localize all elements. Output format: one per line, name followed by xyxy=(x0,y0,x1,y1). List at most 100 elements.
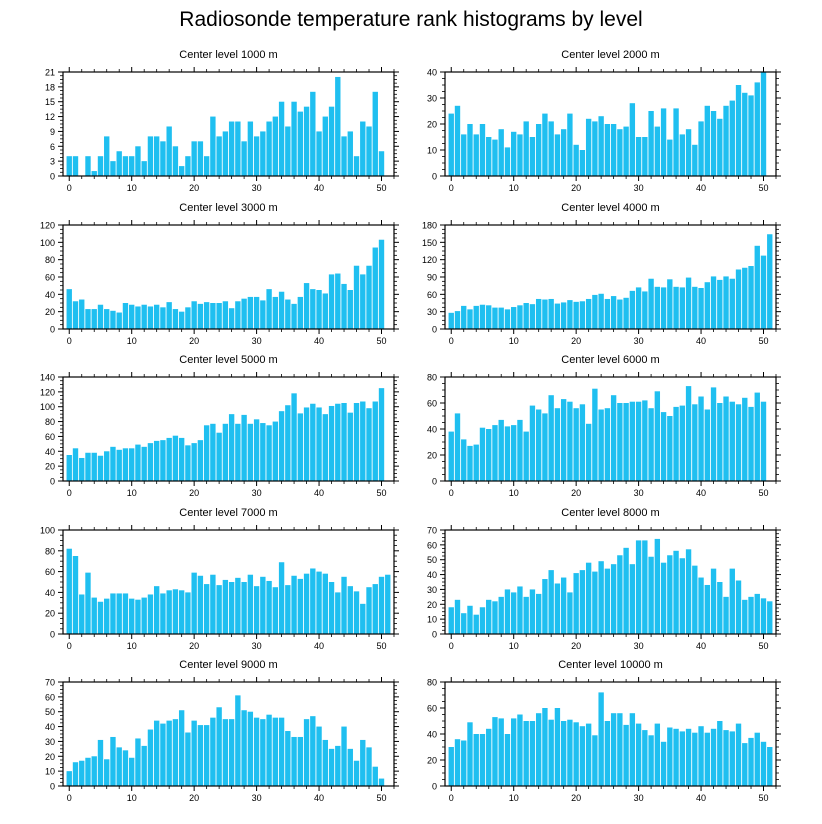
histogram-bar xyxy=(291,303,297,329)
histogram-bar xyxy=(353,403,360,481)
histogram-bar xyxy=(710,728,717,786)
histogram-bar xyxy=(617,713,623,786)
histogram-bar xyxy=(673,286,679,329)
histogram-bar xyxy=(623,297,629,329)
histogram-bar xyxy=(185,732,191,786)
histogram-bar xyxy=(623,403,629,481)
histogram-bar xyxy=(567,300,573,329)
histogram-bar xyxy=(253,136,260,176)
histogram-bar xyxy=(247,711,254,786)
x-tick-label: 40 xyxy=(696,183,706,193)
x-tick-label: 30 xyxy=(634,793,644,803)
histogram-bar xyxy=(172,146,179,176)
histogram-bar xyxy=(322,739,328,786)
histogram-bar xyxy=(448,312,454,329)
histogram-bar xyxy=(560,721,567,786)
histogram-bar xyxy=(692,732,698,786)
histogram-bar xyxy=(579,404,586,481)
histogram-bar xyxy=(623,126,629,176)
histogram-bar xyxy=(717,118,723,176)
histogram-bar xyxy=(91,309,97,329)
histogram-bar xyxy=(235,301,241,329)
histogram-bar xyxy=(216,707,222,786)
y-tick-label: 150 xyxy=(422,238,437,248)
histogram-bar xyxy=(322,573,328,634)
histogram-bar xyxy=(448,431,454,481)
histogram-bar xyxy=(679,134,686,176)
histogram-bar xyxy=(517,714,523,786)
x-tick-label: 0 xyxy=(67,641,72,651)
histogram-bar xyxy=(85,156,91,176)
histogram-bar xyxy=(216,432,222,481)
histogram-bar xyxy=(642,540,648,634)
histogram-bar xyxy=(210,717,216,786)
histogram-bar xyxy=(535,124,542,176)
histogram-bar xyxy=(548,570,554,634)
y-tick-label: 30 xyxy=(45,737,55,747)
histogram-bar xyxy=(723,276,729,329)
histogram-bar xyxy=(767,234,773,329)
histogram-bar xyxy=(642,730,648,786)
histogram-bar xyxy=(172,435,179,481)
histogram-bar xyxy=(278,717,285,786)
histogram-bar xyxy=(754,593,760,634)
histogram-bar xyxy=(604,721,611,786)
histogram-bar xyxy=(529,304,536,329)
histogram-bar xyxy=(247,574,254,634)
histogram-bar xyxy=(316,131,322,176)
histogram-bar xyxy=(573,573,579,634)
histogram-bar xyxy=(272,296,279,329)
histogram-bar xyxy=(585,562,592,634)
histogram-bar xyxy=(617,555,623,634)
histogram-bar xyxy=(486,599,492,634)
histogram-bar xyxy=(228,582,235,634)
y-tick-label: 20 xyxy=(45,462,55,472)
histogram-bar xyxy=(241,582,247,634)
histogram-bar xyxy=(203,725,210,786)
histogram-bar xyxy=(473,305,479,329)
x-tick-label: 0 xyxy=(449,488,454,498)
histogram-bar xyxy=(197,725,204,786)
x-tick-label: 20 xyxy=(189,488,199,498)
histogram-bar xyxy=(654,126,661,176)
histogram-bar xyxy=(629,564,636,634)
histogram-bar xyxy=(116,747,122,786)
histogram-bar xyxy=(253,419,260,481)
histogram-bar xyxy=(135,306,141,329)
histogram-bar xyxy=(185,445,191,481)
histogram-bar xyxy=(253,296,260,329)
histogram-bar xyxy=(260,719,266,786)
y-tick-label: 30 xyxy=(427,94,437,104)
histogram-bar xyxy=(316,290,322,329)
histogram-bar xyxy=(347,131,353,176)
histogram-bar xyxy=(548,395,554,481)
histogram-bar xyxy=(704,105,710,176)
histogram-bar xyxy=(66,548,72,634)
histogram-bar xyxy=(241,710,247,786)
histogram-bar xyxy=(604,568,611,634)
histogram-bar xyxy=(72,556,79,634)
y-tick-label: 50 xyxy=(45,707,55,717)
y-tick-label: 0 xyxy=(432,630,437,640)
x-tick-label: 50 xyxy=(759,183,769,193)
histogram-bar xyxy=(216,585,222,634)
histogram-bar xyxy=(297,111,304,176)
y-tick-label: 60 xyxy=(427,540,437,550)
histogram-bar xyxy=(335,273,341,329)
histogram-bar xyxy=(129,448,135,481)
histogram-bar xyxy=(322,116,328,176)
histogram-bar xyxy=(360,739,366,786)
histogram-bar xyxy=(748,596,754,634)
histogram-bar xyxy=(667,416,673,481)
histogram-bar xyxy=(542,413,548,481)
y-tick-label: 30 xyxy=(427,585,437,595)
histogram-bar xyxy=(448,607,454,634)
histogram-bar xyxy=(642,137,648,176)
histogram-bar xyxy=(278,101,285,176)
histogram-bar xyxy=(511,718,517,786)
histogram-bar xyxy=(328,748,335,786)
histogram-bar xyxy=(760,255,767,329)
histogram-bar xyxy=(191,720,197,786)
y-tick-label: 80 xyxy=(45,417,55,427)
histogram-bar xyxy=(535,593,542,634)
